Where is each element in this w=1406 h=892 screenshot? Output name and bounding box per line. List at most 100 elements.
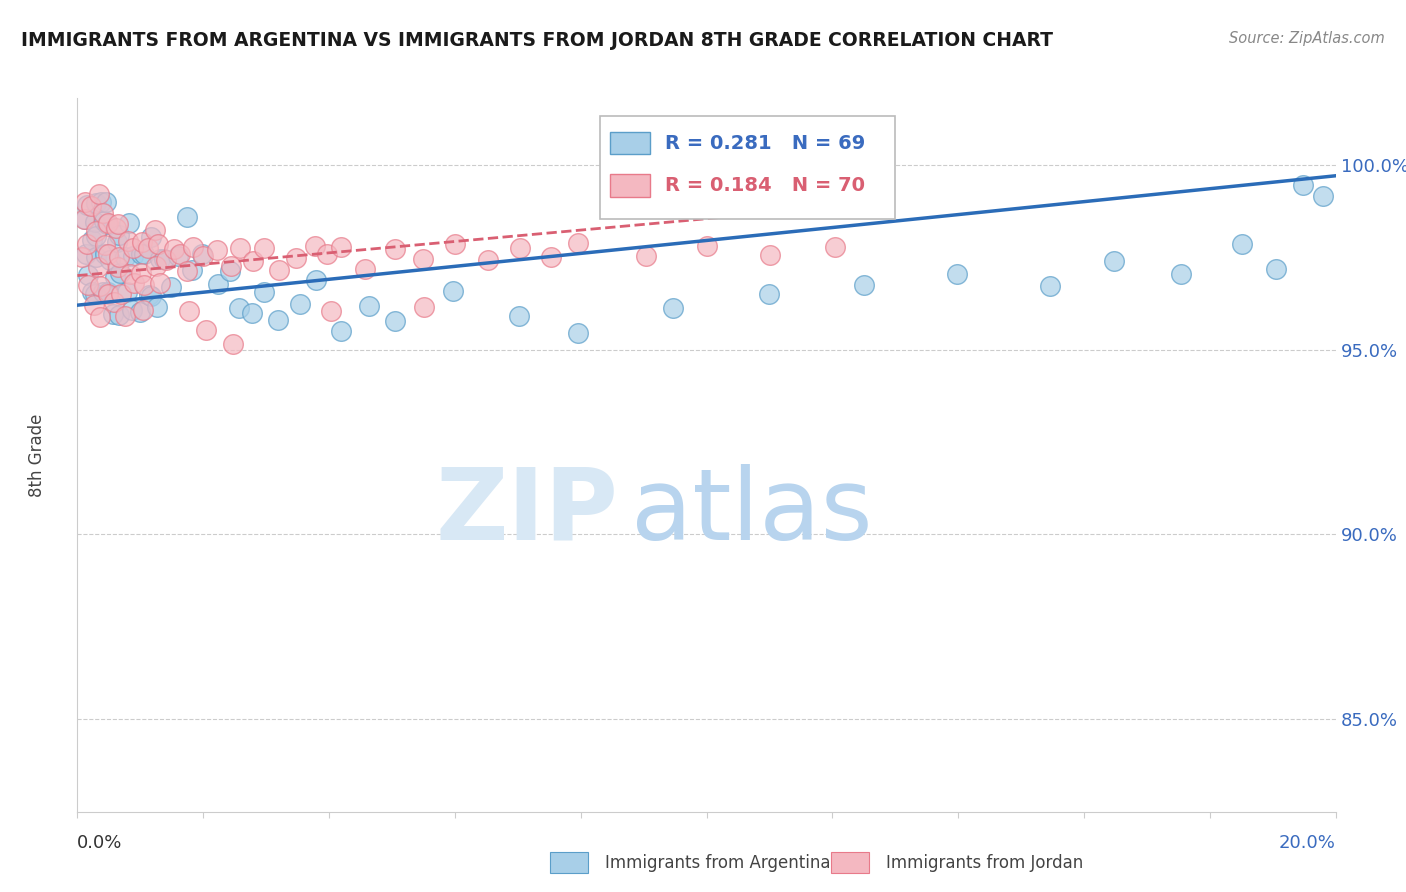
Point xyxy=(267,263,290,277)
Point xyxy=(145,223,167,237)
Point xyxy=(853,277,876,292)
FancyBboxPatch shape xyxy=(599,116,896,219)
Point xyxy=(131,235,153,250)
Point xyxy=(138,288,160,302)
Point xyxy=(661,301,683,316)
Point xyxy=(384,314,406,328)
Point xyxy=(207,277,229,291)
Point xyxy=(76,278,98,293)
Point xyxy=(83,297,105,311)
Point xyxy=(129,247,152,261)
Point xyxy=(97,286,120,301)
Point xyxy=(1264,262,1286,277)
Point xyxy=(759,248,782,262)
Point xyxy=(132,277,155,292)
Point xyxy=(128,305,150,319)
Point xyxy=(228,301,250,316)
Text: IMMIGRANTS FROM ARGENTINA VS IMMIGRANTS FROM JORDAN 8TH GRADE CORRELATION CHART: IMMIGRANTS FROM ARGENTINA VS IMMIGRANTS … xyxy=(21,31,1053,50)
Point xyxy=(93,247,115,261)
Point xyxy=(242,253,264,268)
Point xyxy=(149,252,172,266)
Point xyxy=(108,266,131,280)
Point xyxy=(219,259,242,273)
Point xyxy=(176,211,198,225)
Point xyxy=(107,217,129,231)
Point xyxy=(80,285,103,299)
Point xyxy=(86,196,108,211)
Point xyxy=(94,195,117,210)
Point xyxy=(181,240,204,254)
Point xyxy=(191,247,214,261)
Point xyxy=(412,300,434,314)
Point xyxy=(76,268,98,283)
Point xyxy=(1102,253,1125,268)
Point xyxy=(72,211,94,226)
Point xyxy=(73,194,96,209)
Text: Source: ZipAtlas.com: Source: ZipAtlas.com xyxy=(1229,31,1385,46)
Point xyxy=(160,279,183,293)
Text: 8th Grade: 8th Grade xyxy=(28,413,46,497)
Point xyxy=(412,252,434,266)
Point xyxy=(163,242,186,256)
Point xyxy=(191,249,214,263)
Text: R = 0.281   N = 69: R = 0.281 N = 69 xyxy=(665,134,865,153)
Point xyxy=(304,238,326,252)
FancyBboxPatch shape xyxy=(610,132,650,154)
Point xyxy=(75,247,97,261)
Point xyxy=(177,303,200,318)
Point xyxy=(84,215,107,229)
Point xyxy=(103,294,125,309)
Point xyxy=(290,296,312,310)
Point xyxy=(122,276,145,290)
Point xyxy=(110,287,132,301)
Point xyxy=(84,228,107,243)
Point xyxy=(115,285,138,300)
Point xyxy=(94,237,117,252)
Point xyxy=(104,270,127,285)
Point xyxy=(122,241,145,255)
Point xyxy=(240,306,263,320)
Point xyxy=(696,239,718,253)
Point xyxy=(567,235,589,250)
Point xyxy=(105,235,128,249)
Text: R = 0.184   N = 70: R = 0.184 N = 70 xyxy=(665,177,865,195)
Point xyxy=(634,249,657,263)
Point xyxy=(97,247,120,261)
Point xyxy=(97,285,120,299)
Point xyxy=(118,216,141,230)
Point xyxy=(384,242,406,256)
FancyBboxPatch shape xyxy=(610,175,650,197)
Point xyxy=(567,326,589,340)
Point xyxy=(169,246,191,260)
Point xyxy=(93,213,115,227)
Point xyxy=(316,247,339,261)
Point xyxy=(108,250,131,264)
Point xyxy=(253,285,276,300)
Point xyxy=(359,299,381,313)
Point xyxy=(508,309,530,323)
Point xyxy=(79,199,101,213)
Point xyxy=(540,250,562,264)
Point xyxy=(353,262,375,277)
Point xyxy=(330,240,353,254)
Point xyxy=(222,336,245,351)
Point xyxy=(101,307,124,321)
Point xyxy=(141,229,163,244)
Point xyxy=(1039,279,1062,293)
Point xyxy=(946,267,969,281)
Point xyxy=(89,310,111,324)
Point xyxy=(194,323,217,337)
Point xyxy=(284,251,307,265)
Point xyxy=(477,252,499,267)
Point xyxy=(72,250,94,264)
Point xyxy=(441,284,464,298)
Point xyxy=(98,253,121,268)
Point xyxy=(304,273,326,287)
Point xyxy=(321,304,343,318)
Point xyxy=(122,249,145,263)
Point xyxy=(267,313,290,327)
Point xyxy=(149,276,172,290)
Point xyxy=(136,241,159,255)
Point xyxy=(205,243,228,257)
Point xyxy=(145,300,167,314)
